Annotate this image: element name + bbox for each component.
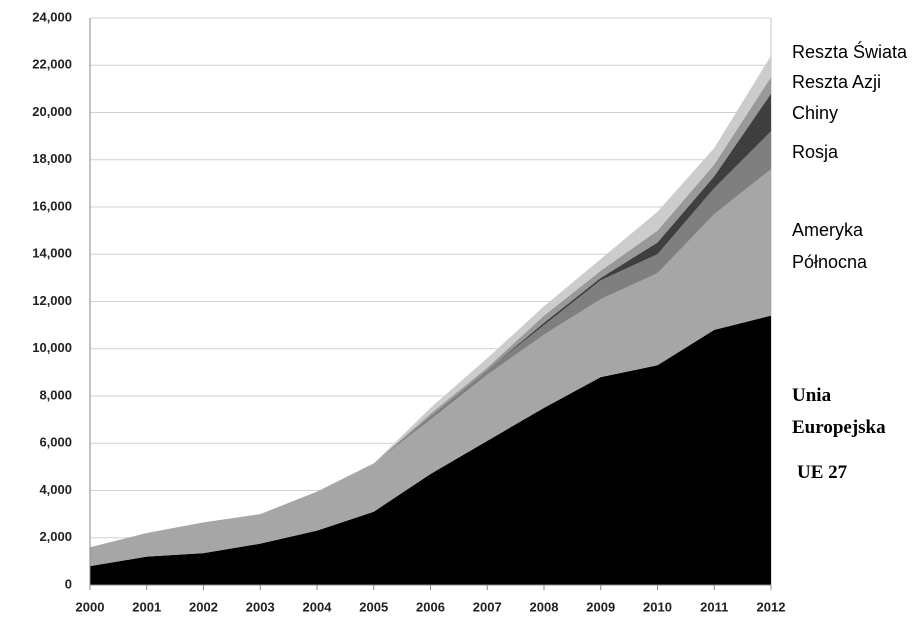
x-tick-label: 2005 [359,599,388,614]
legend-label: Reszta Azji [792,72,882,92]
x-tick-label: 2010 [643,599,672,614]
x-tick-label: 2002 [189,599,218,614]
legend-label: Reszta Świata [792,42,908,62]
x-tick-label: 2011 [700,599,728,614]
area [90,315,771,585]
y-tick-label: 6,000 [39,435,72,450]
x-tick-label: 2008 [530,599,559,614]
x-tick-label: 2001 [132,599,161,614]
y-tick-label: 4,000 [39,482,72,497]
legend-label: Rosja [792,142,839,162]
y-tick-label: 20,000 [32,104,72,119]
y-tick-label: 0 [65,576,72,591]
y-tick-label: 10,000 [32,340,72,355]
annotation: UE 27 [797,462,848,483]
y-tick-label: 14,000 [32,246,72,261]
x-tick-label: 2004 [303,599,333,614]
legend-label: Ameryka Północna [792,220,868,272]
legend-label: Chiny [792,103,839,123]
y-tick-label: 24,000 [32,9,72,24]
area [90,169,771,567]
y-tick-label: 12,000 [32,293,72,308]
y-tick-label: 8,000 [39,387,72,402]
x-tick-label: 2006 [416,599,445,614]
x-tick-label: 2000 [76,599,105,614]
y-tick-label: 22,000 [32,57,72,72]
y-tick-label: 2,000 [39,529,72,544]
x-tick-label: 2012 [757,599,786,614]
y-tick-label: 18,000 [32,151,72,166]
x-tick-label: 2007 [473,599,502,614]
y-tick-label: 16,000 [32,198,72,213]
legend-label: Unia Europejska [792,385,886,438]
x-tick-label: 2009 [586,599,615,614]
x-tick-label: 2003 [246,599,275,614]
